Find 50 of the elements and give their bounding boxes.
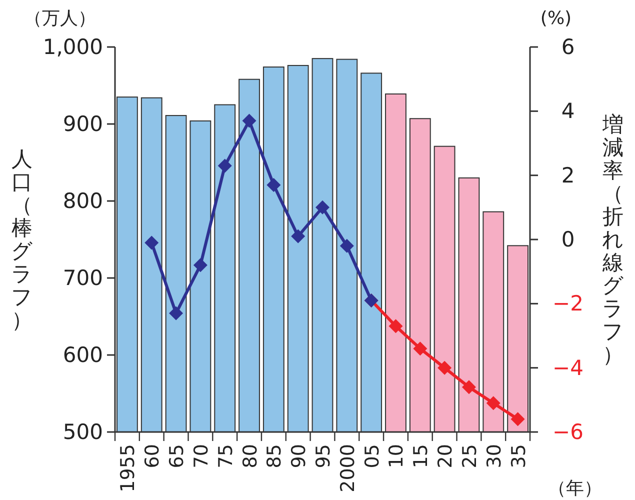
point [144,236,159,250]
x-tick-label: 2000 [336,444,359,492]
point [316,200,330,214]
y2-tick-label: 4 [561,99,575,124]
point [462,380,476,394]
x-tick-label: 85 [264,444,286,468]
x-tick-label: 75 [214,444,237,468]
point [413,342,428,356]
y-axis-title: 人口（棒グラフ） [11,147,33,332]
y-tick-label: 900 [62,112,103,136]
point [291,229,306,244]
x-tick-label: 30 [483,444,506,468]
text: (%) [540,8,572,29]
x-tick-label: 05 [361,444,384,468]
text: （万人） [24,8,96,29]
y2-tick-label: −6 [552,420,584,444]
x-tick-label: 65 [166,444,188,468]
y-tick-label: 500 [62,420,103,444]
x-tick-label: 35 [508,444,530,468]
y-tick-label: 700 [62,266,103,290]
point [169,306,184,320]
point [218,158,232,173]
point [266,178,281,192]
x-tick-label: 10 [386,444,408,468]
x-tick-label: 60 [142,444,164,468]
y2-tick-label: −2 [552,292,584,316]
y2-tick-label: −4 [552,356,584,380]
y-tick-label: 600 [62,343,103,367]
point [510,412,525,426]
x-tick-label: 25 [458,444,481,468]
x-tick-label: 70 [190,444,212,468]
x-tick-label: 1955 [117,444,140,492]
y2-tick-label: 0 [561,228,575,252]
x-tick-label: 15 [410,444,432,468]
point [486,396,500,410]
y2-tick-label: 6 [561,35,575,59]
point [438,360,452,375]
point [388,319,403,334]
point [340,238,354,253]
text: （年） [548,478,602,499]
x-tick-label: 90 [288,444,310,468]
y2-axis-title: 増減率（折れ線グラフ） [602,112,624,366]
point [193,258,208,272]
y-tick-label: 1,000 [42,35,103,59]
y2-tick-label: 2 [561,163,575,188]
x-tick-label: 80 [239,444,262,468]
x-tick-label: 95 [312,444,334,468]
y-tick-label: 800 [62,189,103,213]
point [242,114,256,128]
x-tick-label: 20 [434,444,457,468]
